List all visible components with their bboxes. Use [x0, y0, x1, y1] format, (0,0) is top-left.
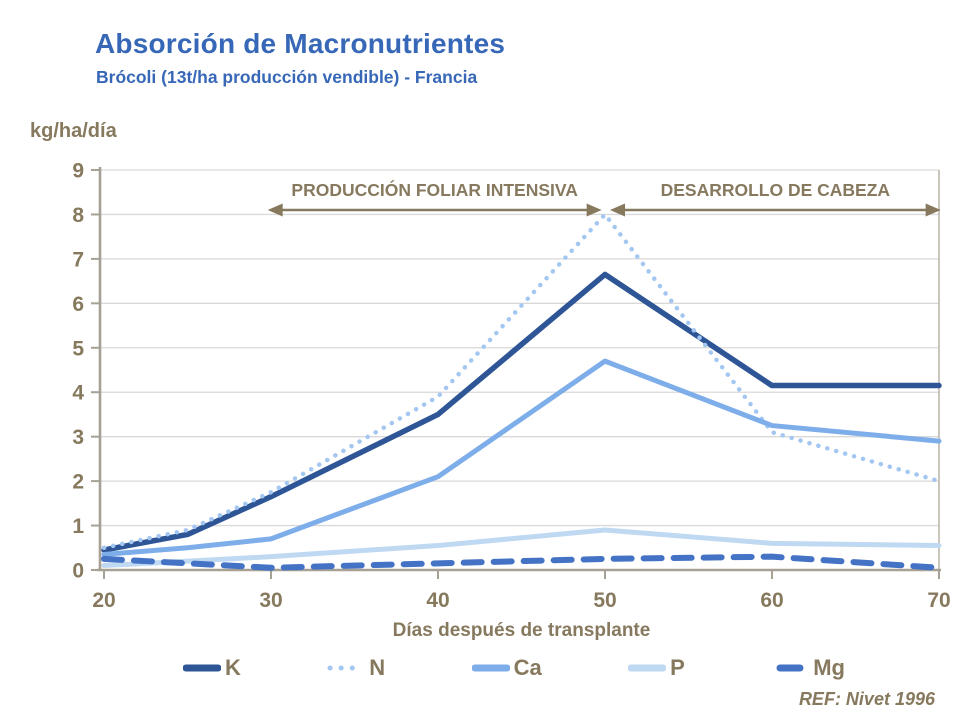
- x-tick-label: 40: [426, 589, 449, 612]
- legend-swatch-K: [183, 664, 221, 672]
- legend-item-Ca: Ca: [471, 655, 542, 681]
- phase-annotations: PRODUCCIÓN FOLIAR INTENSIVA DESARROLLO DE…: [267, 179, 941, 217]
- series-line-Mg: [101, 553, 942, 571]
- x-tick-label: 70: [927, 589, 950, 612]
- y-tick-label: 8: [72, 204, 84, 227]
- y-tick-label: 0: [72, 560, 84, 583]
- y-tick-label: 2: [72, 471, 84, 494]
- y-tick-label: 7: [72, 248, 84, 271]
- arrow-head-left: [610, 203, 626, 217]
- legend-swatch-P: [628, 664, 667, 672]
- x-tick-label: 20: [92, 589, 115, 612]
- legend-swatch-Ca: [471, 664, 510, 672]
- y-tick-label: 5: [72, 337, 84, 360]
- arrow-head-right: [586, 203, 602, 217]
- chart-title: Absorción de Macronutrientes: [95, 28, 506, 59]
- y-tick-label: 1: [72, 515, 84, 538]
- x-tick-label: 60: [760, 589, 783, 612]
- series-line-N: [101, 212, 942, 551]
- phase-label: PRODUCCIÓN FOLIAR INTENSIVA: [291, 179, 578, 200]
- y-tick-label: 9: [72, 160, 84, 183]
- series-line-K: [101, 271, 942, 553]
- legend-swatch-N: [327, 665, 365, 671]
- phase-label: DESARROLLO DE CABEZA: [661, 180, 891, 200]
- legend-label-Ca: Ca: [513, 655, 542, 680]
- legend-item-N: N: [327, 655, 385, 681]
- y-tick-label: 3: [72, 426, 84, 449]
- legend-item-Mg: Mg: [771, 655, 845, 681]
- legend-label-Mg: Mg: [813, 655, 845, 680]
- legend-label-K: K: [225, 655, 241, 680]
- y-tick-label: 4: [72, 382, 84, 405]
- arrow-head-right: [925, 203, 941, 217]
- x-tick-label: 30: [259, 589, 282, 612]
- y-tick-label: 6: [72, 293, 84, 316]
- legend-swatch-Mg: [776, 664, 804, 672]
- series-line-Ca: [101, 358, 942, 557]
- reference-note: REF: Nivet 1996: [798, 689, 935, 709]
- y-axis-unit-label: kg/ha/día: [30, 120, 117, 142]
- legend: K N Ca P Mg: [183, 655, 845, 681]
- legend-label-N: N: [369, 655, 386, 680]
- gridlines: [100, 169, 940, 570]
- legend-label-P: P: [670, 655, 685, 680]
- arrow-head-left: [267, 203, 283, 217]
- x-axis-title: Días después de transplante: [392, 620, 651, 641]
- series-line-P: [101, 527, 942, 569]
- legend-item-P: P: [628, 655, 685, 681]
- legend-item-K: K: [183, 655, 241, 681]
- chart-subtitle: Brócoli (13t/ha producción vendible) - F…: [96, 67, 478, 87]
- axes: 0 1 2 3 4 5 6 7 8 9 20 30 40 50 60 70: [72, 160, 950, 613]
- x-tick-label: 50: [593, 589, 616, 612]
